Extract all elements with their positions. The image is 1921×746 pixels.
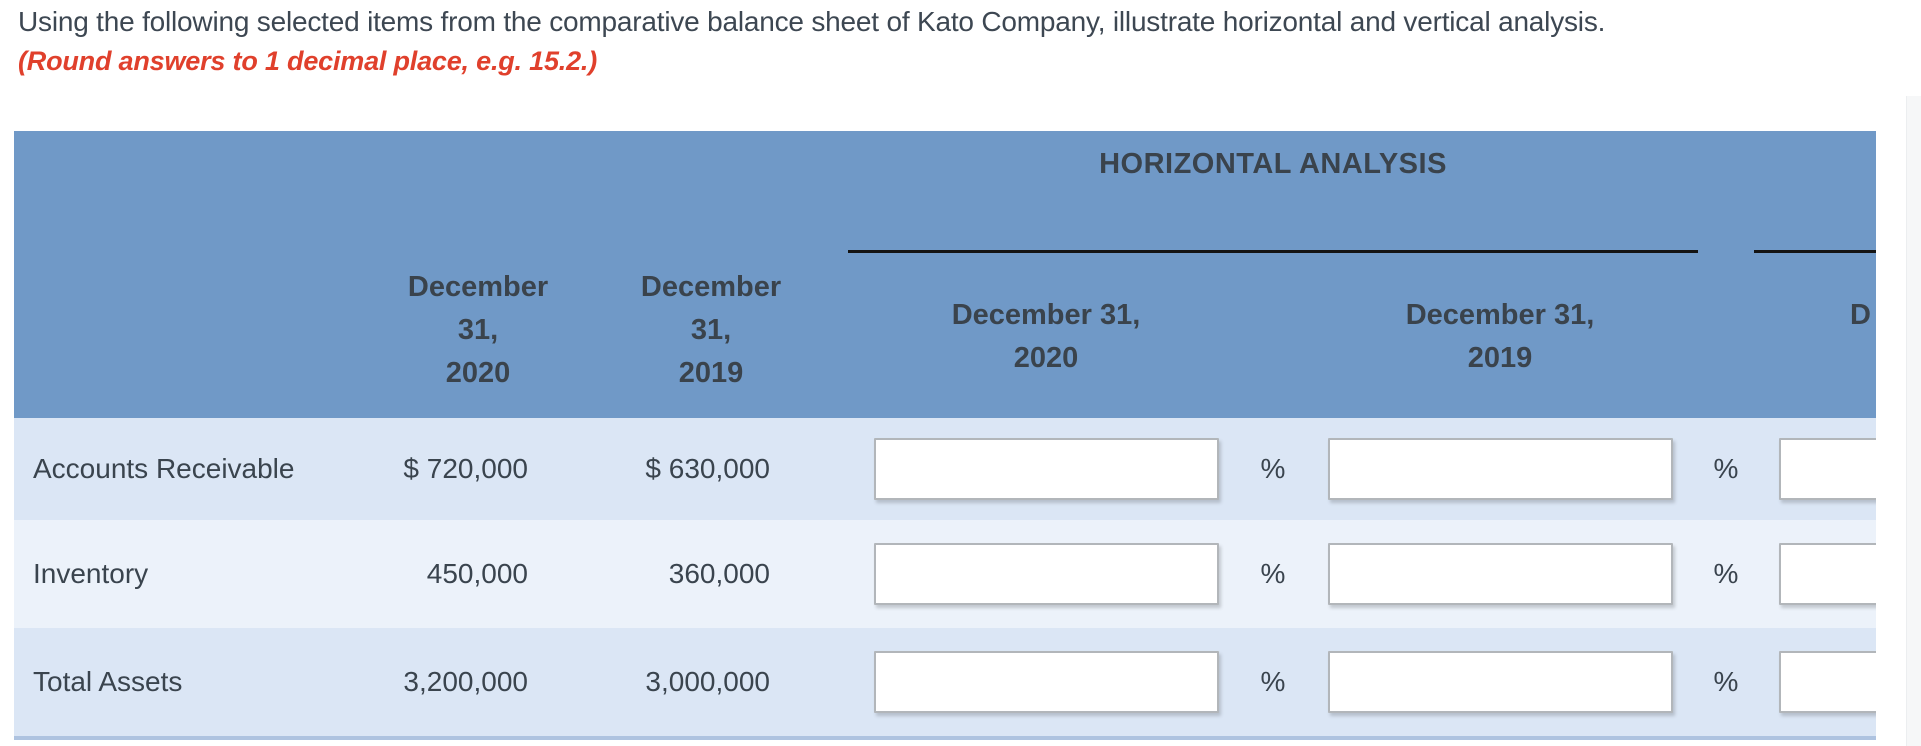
column-header-december-31-2019: December 31, 2019 xyxy=(611,266,811,395)
column-header-line: 2020 xyxy=(1013,342,1079,374)
ha-2019-input[interactable] xyxy=(1328,651,1673,713)
table-header: HORIZONTAL ANALYSIS December 31, 2020 De… xyxy=(14,131,1876,418)
column-header-line: 31, xyxy=(690,314,732,346)
percent-label: % xyxy=(1713,666,1739,697)
va-input-clipped[interactable] xyxy=(1779,438,1876,500)
ha-2020-input[interactable] xyxy=(874,543,1219,605)
horizontal-analysis-title: HORIZONTAL ANALYSIS xyxy=(1099,148,1447,180)
percent-label: % xyxy=(1260,558,1286,589)
amount-2020-cell: 3,200,000 xyxy=(403,666,528,697)
amount-2019-cell: 360,000 xyxy=(668,558,770,589)
ha-2020-input[interactable] xyxy=(874,651,1219,713)
ha-2019-input[interactable] xyxy=(1328,438,1673,500)
vertical-analysis-rule-clipped xyxy=(1754,250,1876,253)
table-bottom-edge xyxy=(14,736,1876,740)
column-header-line: 2020 xyxy=(445,357,511,389)
column-header-line: December xyxy=(640,271,782,303)
column-header-next-clipped: D xyxy=(1850,299,1871,331)
table-row-accounts-receivable: Accounts Receivable $ 720,000 $ 630,000 … xyxy=(14,418,1876,520)
va-input-clipped[interactable] xyxy=(1779,543,1876,605)
horizontal-analysis-rule xyxy=(848,250,1698,253)
ha-2019-input[interactable] xyxy=(1328,543,1673,605)
column-header-ha-december-31-2020: December 31, 2020 xyxy=(871,294,1221,380)
column-header-line: 2019 xyxy=(1467,342,1533,374)
va-input-clipped[interactable] xyxy=(1779,651,1876,713)
column-header-line: December 31, xyxy=(1405,299,1595,331)
table-row-inventory: Inventory 450,000 360,000 % % xyxy=(14,520,1876,628)
table-row-total-assets: Total Assets 3,200,000 3,000,000 % % xyxy=(14,628,1876,736)
question-text: Using the following selected items from … xyxy=(18,6,1606,37)
percent-label: % xyxy=(1260,666,1286,697)
row-label: Accounts Receivable xyxy=(33,453,295,484)
row-label: Inventory xyxy=(33,558,149,589)
rounding-note: (Round answers to 1 decimal place, e.g. … xyxy=(18,46,597,76)
column-header-line: December 31, xyxy=(951,299,1141,331)
amount-2020-cell: $ 720,000 xyxy=(403,453,528,484)
percent-label: % xyxy=(1713,453,1739,484)
percent-label: % xyxy=(1260,453,1286,484)
row-label: Total Assets xyxy=(33,666,183,697)
ha-2020-input[interactable] xyxy=(874,438,1219,500)
amount-2020-cell: 450,000 xyxy=(426,558,528,589)
column-header-line: December xyxy=(407,271,549,303)
percent-label: % xyxy=(1713,558,1739,589)
column-header-ha-december-31-2019: December 31, 2019 xyxy=(1325,294,1675,380)
column-header-december-31-2020: December 31, 2020 xyxy=(378,266,578,395)
scrollbar-track[interactable] xyxy=(1906,96,1921,746)
column-header-line: 2019 xyxy=(678,357,744,389)
amount-2019-cell: 3,000,000 xyxy=(645,666,770,697)
amount-2019-cell: $ 630,000 xyxy=(645,453,770,484)
column-header-line: 31, xyxy=(457,314,499,346)
comparative-balance-sheet-table: HORIZONTAL ANALYSIS December 31, 2020 De… xyxy=(14,131,1876,740)
